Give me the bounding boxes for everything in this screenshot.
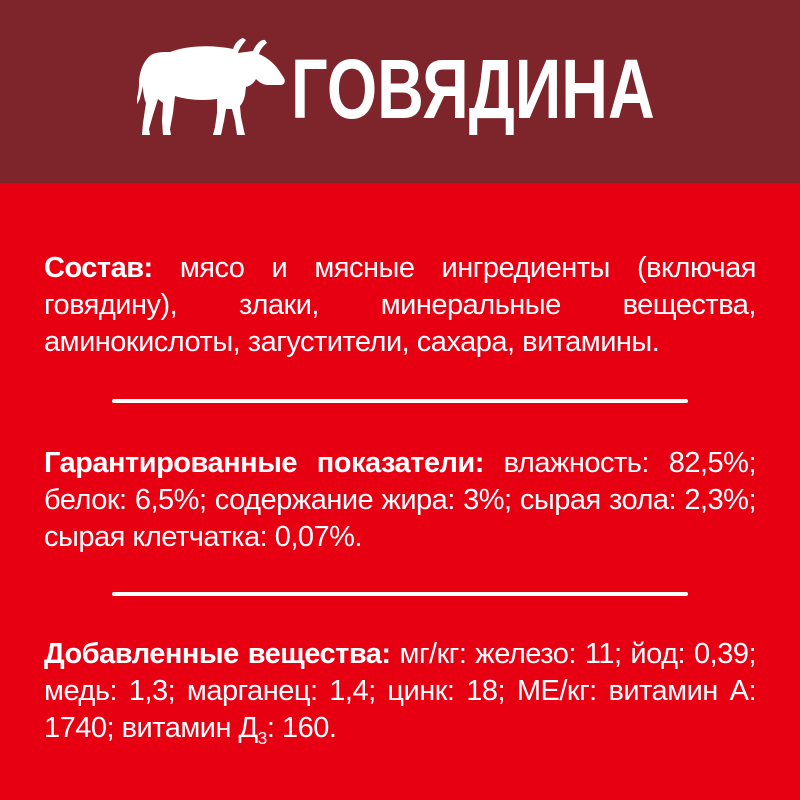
section-divider-1 [112,399,688,403]
additives-section: Добавленные вещества: мг/кг: железо: 11;… [44,636,757,748]
section-divider-2 [112,592,688,596]
guaranteed-analysis-section: Гарантированные показатели: влажность: 8… [44,445,757,556]
additives-text: мг/кг: железо: 11; йод: 0,39; медь: 1,3;… [44,638,757,744]
guaranteed-analysis-label: Гарантированные показатели: [44,447,484,479]
vitamin-d3-subscript: 3 [257,727,268,748]
cow-icon [137,38,285,135]
additives-text-after-subscript: : 160. [266,712,337,744]
product-title: ГОВЯДИНА [291,42,655,136]
header-banner: ГОВЯДИНА [0,0,800,183]
label-body: Состав: мясо и мясные ингредиенты (включ… [0,183,800,800]
additives-label: Добавленные вещества: [44,638,391,670]
composition-section: Состав: мясо и мясные ингредиенты (включ… [44,250,757,361]
guaranteed-analysis-text: влажность: 82,5%; белок: 6,5%; содержани… [44,447,757,553]
composition-label: Состав: [44,252,153,284]
composition-text: мясо и мясные ингредиенты (включая говяд… [44,252,757,358]
